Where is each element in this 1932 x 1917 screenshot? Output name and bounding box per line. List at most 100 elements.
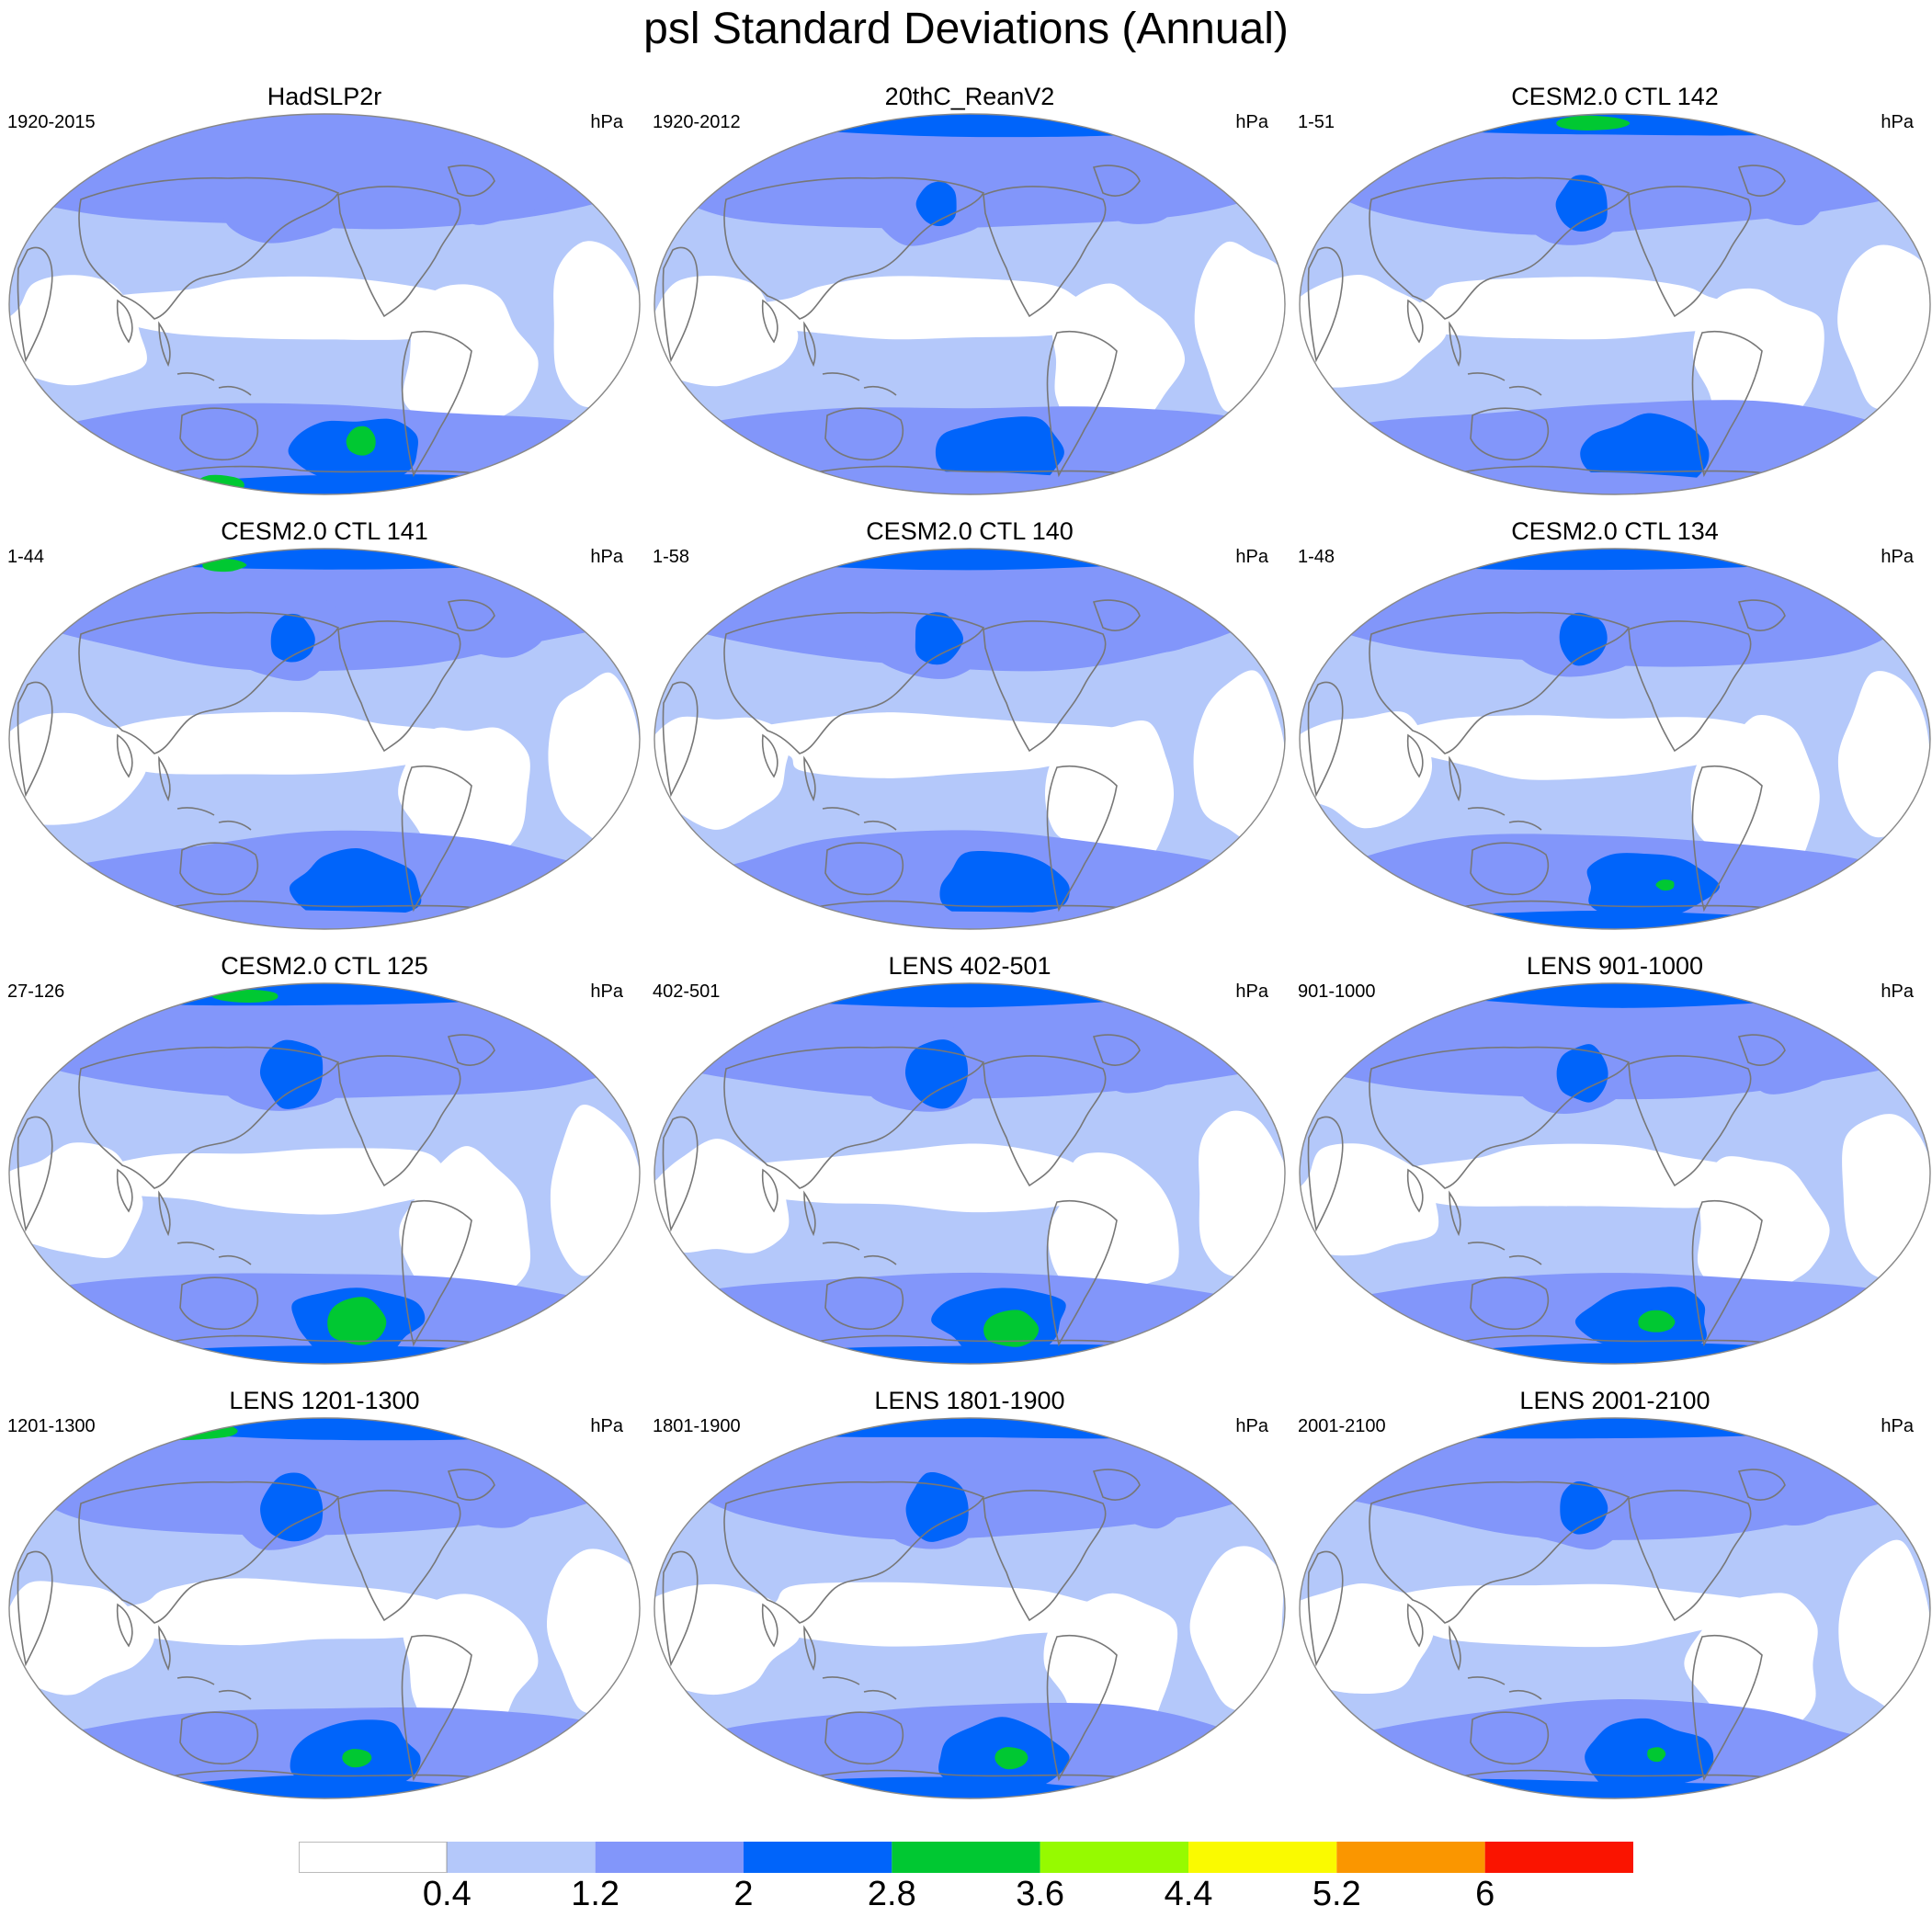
field-green-maximum xyxy=(346,425,376,456)
coastline xyxy=(1449,1625,1461,1672)
field-pacific-core xyxy=(259,1039,324,1109)
coastline xyxy=(1307,681,1344,798)
coastline xyxy=(1449,755,1461,802)
field-arctic-dark xyxy=(1304,549,1930,571)
coastline xyxy=(179,1711,259,1765)
field-indian-white xyxy=(654,1583,800,1696)
coastline xyxy=(1467,372,1542,396)
map-projection xyxy=(653,982,1286,1365)
field-indian-white xyxy=(654,716,790,830)
field-tropics-white xyxy=(1389,1583,1786,1648)
field-atlantic-cell xyxy=(1727,1018,1840,1095)
panel-period: 901-1000 xyxy=(1298,981,1376,1002)
panel-title: LENS 402-501 xyxy=(888,952,1051,980)
coastline xyxy=(116,1168,133,1213)
colorbar-tick-label: 4.4 xyxy=(1164,1875,1213,1913)
field-indian-white xyxy=(1300,1582,1438,1695)
field-pacific-core xyxy=(915,612,964,665)
field-indian-white xyxy=(654,1139,790,1253)
map-projection xyxy=(1299,113,1931,495)
coastline xyxy=(822,1242,897,1265)
field-pacific-core xyxy=(915,181,957,227)
coastline xyxy=(1406,733,1424,778)
colorbar-swatch xyxy=(299,1842,448,1873)
field-tropics-white xyxy=(112,711,498,775)
coastline xyxy=(822,807,897,831)
coastline xyxy=(1628,186,1752,318)
field-green-maximum xyxy=(327,1297,387,1345)
map-projection xyxy=(8,982,641,1365)
panel-title: LENS 2001-2100 xyxy=(1519,1387,1710,1414)
field-pacific-core xyxy=(1559,612,1608,666)
colorbar xyxy=(299,1842,1633,1873)
coastline xyxy=(116,1603,133,1648)
field-atlantic-cell xyxy=(1729,148,1841,226)
field-antarctic xyxy=(1320,910,1892,929)
coastline xyxy=(176,372,252,396)
map-outline xyxy=(8,1417,641,1799)
map-panel: HadSLP2r 1920-2015 hPa xyxy=(7,83,642,515)
field-indian-white xyxy=(1300,711,1433,829)
coastline xyxy=(1737,164,1786,197)
coastline xyxy=(447,1034,495,1066)
coastline xyxy=(1307,1550,1344,1667)
field-south-dark xyxy=(288,418,418,492)
field-atlantic-white xyxy=(550,1105,640,1276)
map-projection xyxy=(1299,982,1931,1365)
panel-title: CESM2.0 CTL 134 xyxy=(1511,517,1719,545)
map-panel: CESM2.0 CTL 140 1-58 hPa xyxy=(653,517,1287,949)
field-atlantic-white xyxy=(548,672,640,846)
colorbar-tick-label: 0.4 xyxy=(422,1875,472,1913)
coastline xyxy=(17,1116,53,1232)
panel-title: HadSLP2r xyxy=(267,83,382,110)
panel-period: 1920-2015 xyxy=(7,112,96,132)
field-atlantic-white xyxy=(1838,1539,1930,1711)
coastline xyxy=(337,186,461,318)
map-projection xyxy=(8,548,641,930)
coastline xyxy=(1737,1034,1786,1066)
field-tropics-white xyxy=(751,1582,1136,1647)
coastline xyxy=(662,1116,699,1232)
field-tropics-white xyxy=(1378,1143,1751,1208)
coastline xyxy=(1046,1634,1118,1782)
field-pacific-core xyxy=(1555,175,1608,232)
field-atlantic-cell xyxy=(440,147,551,225)
coastlines xyxy=(662,164,1196,486)
field-green-maximum xyxy=(145,1421,238,1441)
coastline xyxy=(1691,330,1763,478)
coastline xyxy=(17,1550,53,1667)
field-atlantic-white xyxy=(547,1548,640,1714)
coastline xyxy=(1092,1034,1141,1066)
field-america-white xyxy=(402,1594,539,1741)
field-south-dark xyxy=(935,416,1064,489)
panel-title: 20thC_ReanV2 xyxy=(884,83,1055,110)
panel-units: hPa xyxy=(590,547,623,567)
field-tropics-white xyxy=(1381,277,1778,340)
coastline xyxy=(116,299,133,344)
colorbar-swatch xyxy=(447,1842,596,1873)
colorbar-tick-label: 2 xyxy=(733,1875,754,1913)
field-arctic-dark xyxy=(654,983,1285,1008)
field-america-white xyxy=(399,1146,531,1298)
map-outline xyxy=(653,982,1286,1365)
colorbar-tick-label: 1.2 xyxy=(571,1875,620,1913)
colorbar-swatch xyxy=(744,1842,892,1873)
coastline xyxy=(116,733,133,778)
field-arctic-dark xyxy=(654,114,1285,138)
coastline xyxy=(1449,321,1461,368)
coastline xyxy=(824,1711,904,1765)
field-atlantic-white xyxy=(1842,1114,1930,1279)
coastline xyxy=(337,620,461,753)
field-pacific-core xyxy=(905,1471,969,1542)
coastline xyxy=(78,176,340,320)
panel-units: hPa xyxy=(1881,1416,1914,1436)
field-america-white xyxy=(1697,1156,1830,1308)
map-outline xyxy=(1299,1417,1931,1799)
panel-units: hPa xyxy=(590,112,623,132)
coastline xyxy=(803,755,816,802)
coastline xyxy=(824,842,904,896)
coastline xyxy=(401,1634,472,1782)
map-projection xyxy=(8,113,641,495)
coastline xyxy=(1406,1603,1424,1648)
coastline xyxy=(761,733,778,778)
